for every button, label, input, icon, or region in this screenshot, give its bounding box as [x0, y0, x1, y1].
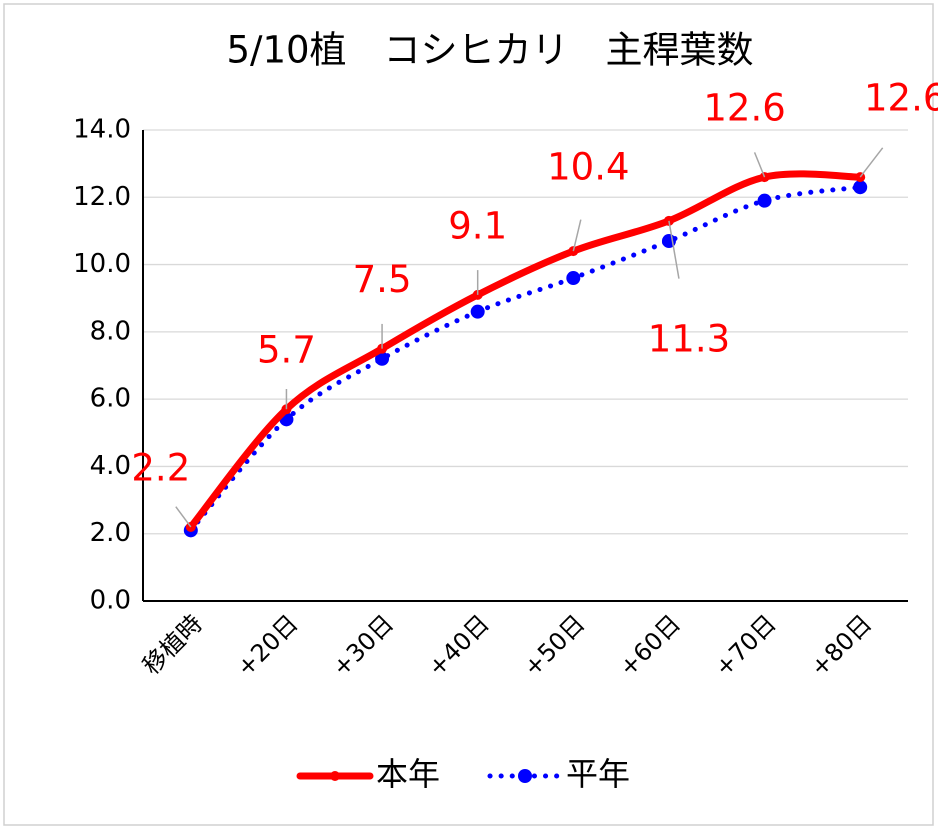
data-label: 11.3	[648, 317, 730, 360]
leader-line	[175, 506, 192, 528]
chart-title: 5/10植 コシヒカリ 主稈葉数	[226, 29, 753, 72]
data-label: 12.6	[703, 87, 785, 130]
y-tick-label: 2.0	[90, 518, 131, 548]
y-tick-label: 12.0	[73, 182, 131, 212]
data-label: 12.6	[864, 77, 938, 120]
data-label: 5.7	[257, 329, 316, 372]
y-tick-label: 8.0	[90, 316, 131, 346]
y-tick-label: 0.0	[90, 586, 131, 616]
legend-label: 本年	[376, 755, 440, 793]
data-label: 10.4	[547, 146, 629, 189]
data-label: 2.2	[131, 446, 190, 489]
leader-line	[859, 147, 884, 178]
data-label: 9.1	[448, 204, 507, 247]
y-tick-label: 6.0	[90, 384, 131, 414]
y-tick-label: 14.0	[73, 115, 131, 145]
legend-label: 平年	[566, 755, 630, 793]
chart-frame	[3, 3, 934, 826]
legend-marker	[330, 771, 340, 781]
data-point	[375, 351, 390, 366]
data-point	[566, 271, 581, 286]
leader-line	[668, 220, 680, 279]
y-tick-label: 4.0	[90, 451, 131, 481]
y-tick-label: 10.0	[73, 249, 131, 279]
data-point	[853, 180, 868, 195]
legend-marker	[518, 769, 532, 783]
data-point	[757, 193, 772, 208]
data-label: 7.5	[353, 258, 412, 301]
leader-line	[753, 152, 766, 178]
leader-line	[572, 219, 582, 252]
data-point	[470, 304, 485, 319]
